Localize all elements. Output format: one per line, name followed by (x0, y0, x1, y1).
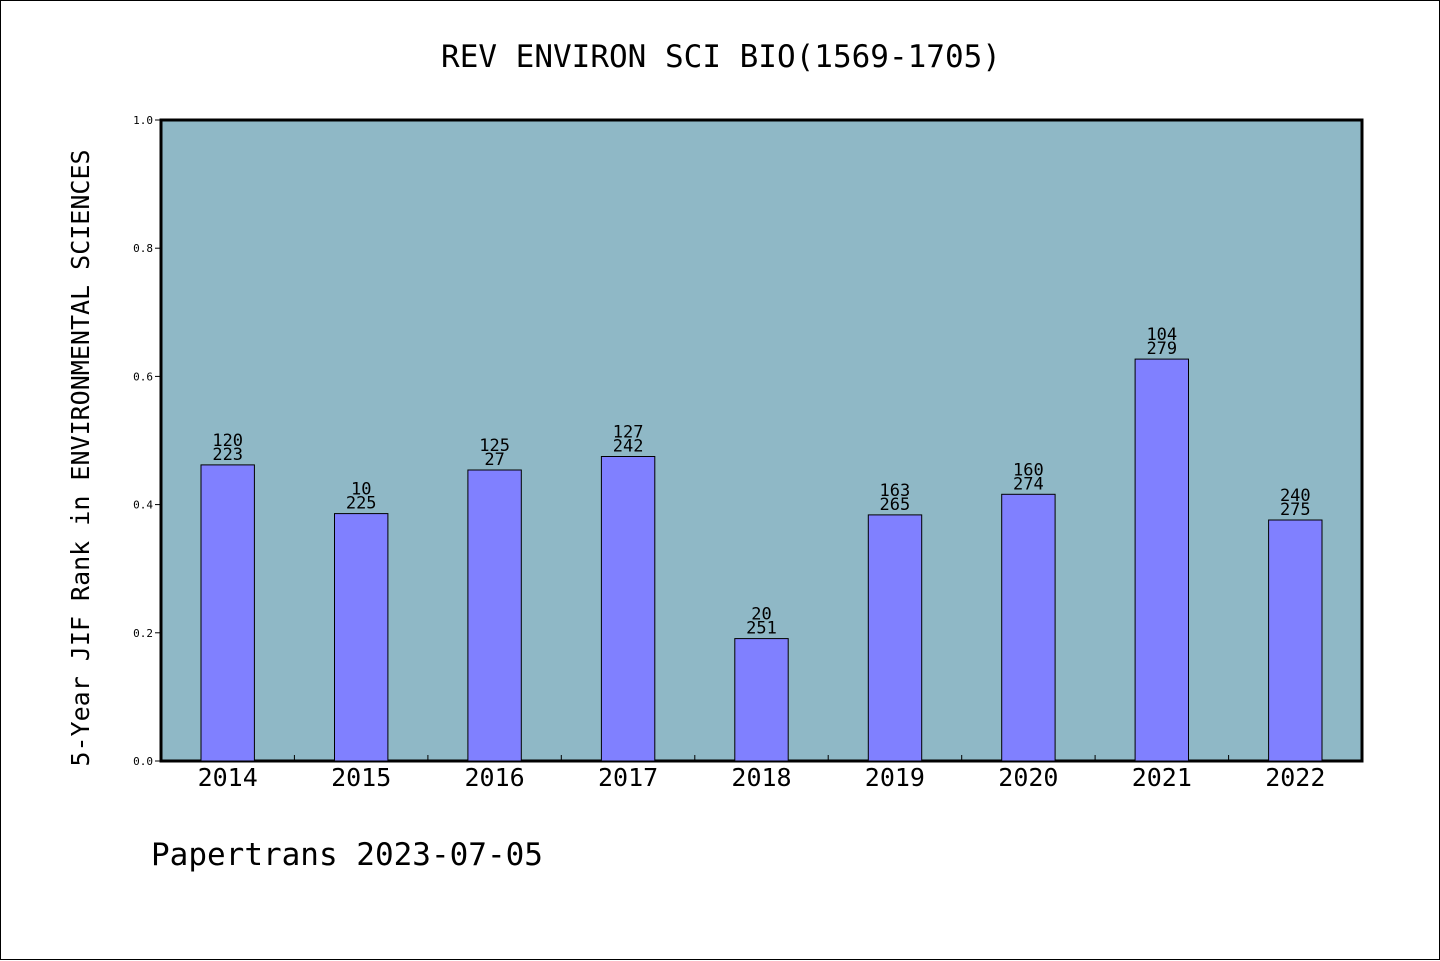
bar-2021 (1134, 358, 1189, 762)
y-tick-label-0.8: 0.8 (133, 242, 153, 255)
bar-label-top-2022: 240 (1280, 486, 1311, 506)
bar-label-bottom-2014: 223 (212, 445, 243, 465)
bar-label-bottom-2015: 225 (346, 494, 377, 514)
y-tick-label-1.0: 1.0 (133, 114, 153, 127)
bar-label-top-2021: 104 (1146, 325, 1177, 345)
bar-label-bottom-2018: 251 (746, 619, 777, 639)
bar-2020 (1001, 493, 1056, 762)
y-tick-label-0.0: 0.0 (133, 755, 153, 768)
x-axis: 2014 2015 2016 2017 2018 2019 2020 2021 2022 (198, 755, 1325, 792)
x-tick-label-2022: 2022 (1265, 763, 1325, 792)
bar-2017 (600, 456, 656, 762)
x-tick-label-2016: 2016 (464, 763, 524, 792)
bar-2019 (867, 514, 923, 762)
bar-label-bottom-2017: 242 (613, 437, 644, 457)
bar-label-top-2020: 160 (1013, 460, 1044, 480)
bar-2022 (1268, 519, 1323, 762)
bar-label-top-2016: 125 (479, 436, 510, 456)
bar-label-top-2015: 10 (351, 480, 371, 500)
x-tick-label-2021: 2021 (1132, 763, 1192, 792)
bar-label-bottom-2020: 274 (1013, 474, 1044, 494)
x-tick-label-2020: 2020 (998, 763, 1058, 792)
chart-title: REV ENVIRON SCI BIO(1569-1705) (441, 39, 1001, 75)
bar-label-bottom-2016: 27 (484, 450, 504, 470)
bar-label-bottom-2019: 265 (880, 495, 911, 515)
x-tick-label-2017: 2017 (598, 763, 658, 792)
y-tick-label-0.2: 0.2 (133, 627, 153, 640)
x-tick-label-2018: 2018 (731, 763, 791, 792)
bar-label-top-2017: 127 (613, 423, 644, 443)
bar-label-bottom-2021: 279 (1146, 339, 1177, 359)
x-tick-label-2019: 2019 (865, 763, 925, 792)
bar-2014 (200, 464, 255, 762)
x-tick-label-2014: 2014 (198, 763, 258, 792)
y-tick-label-0.6: 0.6 (133, 370, 153, 383)
bar-2015 (334, 513, 389, 762)
x-tick-label-2015: 2015 (331, 763, 391, 792)
bar-2018 (734, 638, 789, 762)
bar-label-top-2018: 20 (751, 605, 771, 625)
bar-label-bottom-2022: 275 (1280, 500, 1311, 520)
bar-label-top-2014: 120 (212, 431, 243, 451)
bar-label-top-2019: 163 (880, 481, 911, 501)
y-axis-label: 5-Year JIF Rank in ENVIRONMENTAL SCIENCE… (66, 149, 95, 766)
footer-credit: Papertrans 2023-07-05 (151, 837, 543, 873)
bar-2016 (467, 469, 522, 762)
y-axis: 0.0 0.2 0.4 0.6 0.8 1.0 (133, 114, 161, 768)
y-tick-label-0.4: 0.4 (133, 499, 153, 512)
